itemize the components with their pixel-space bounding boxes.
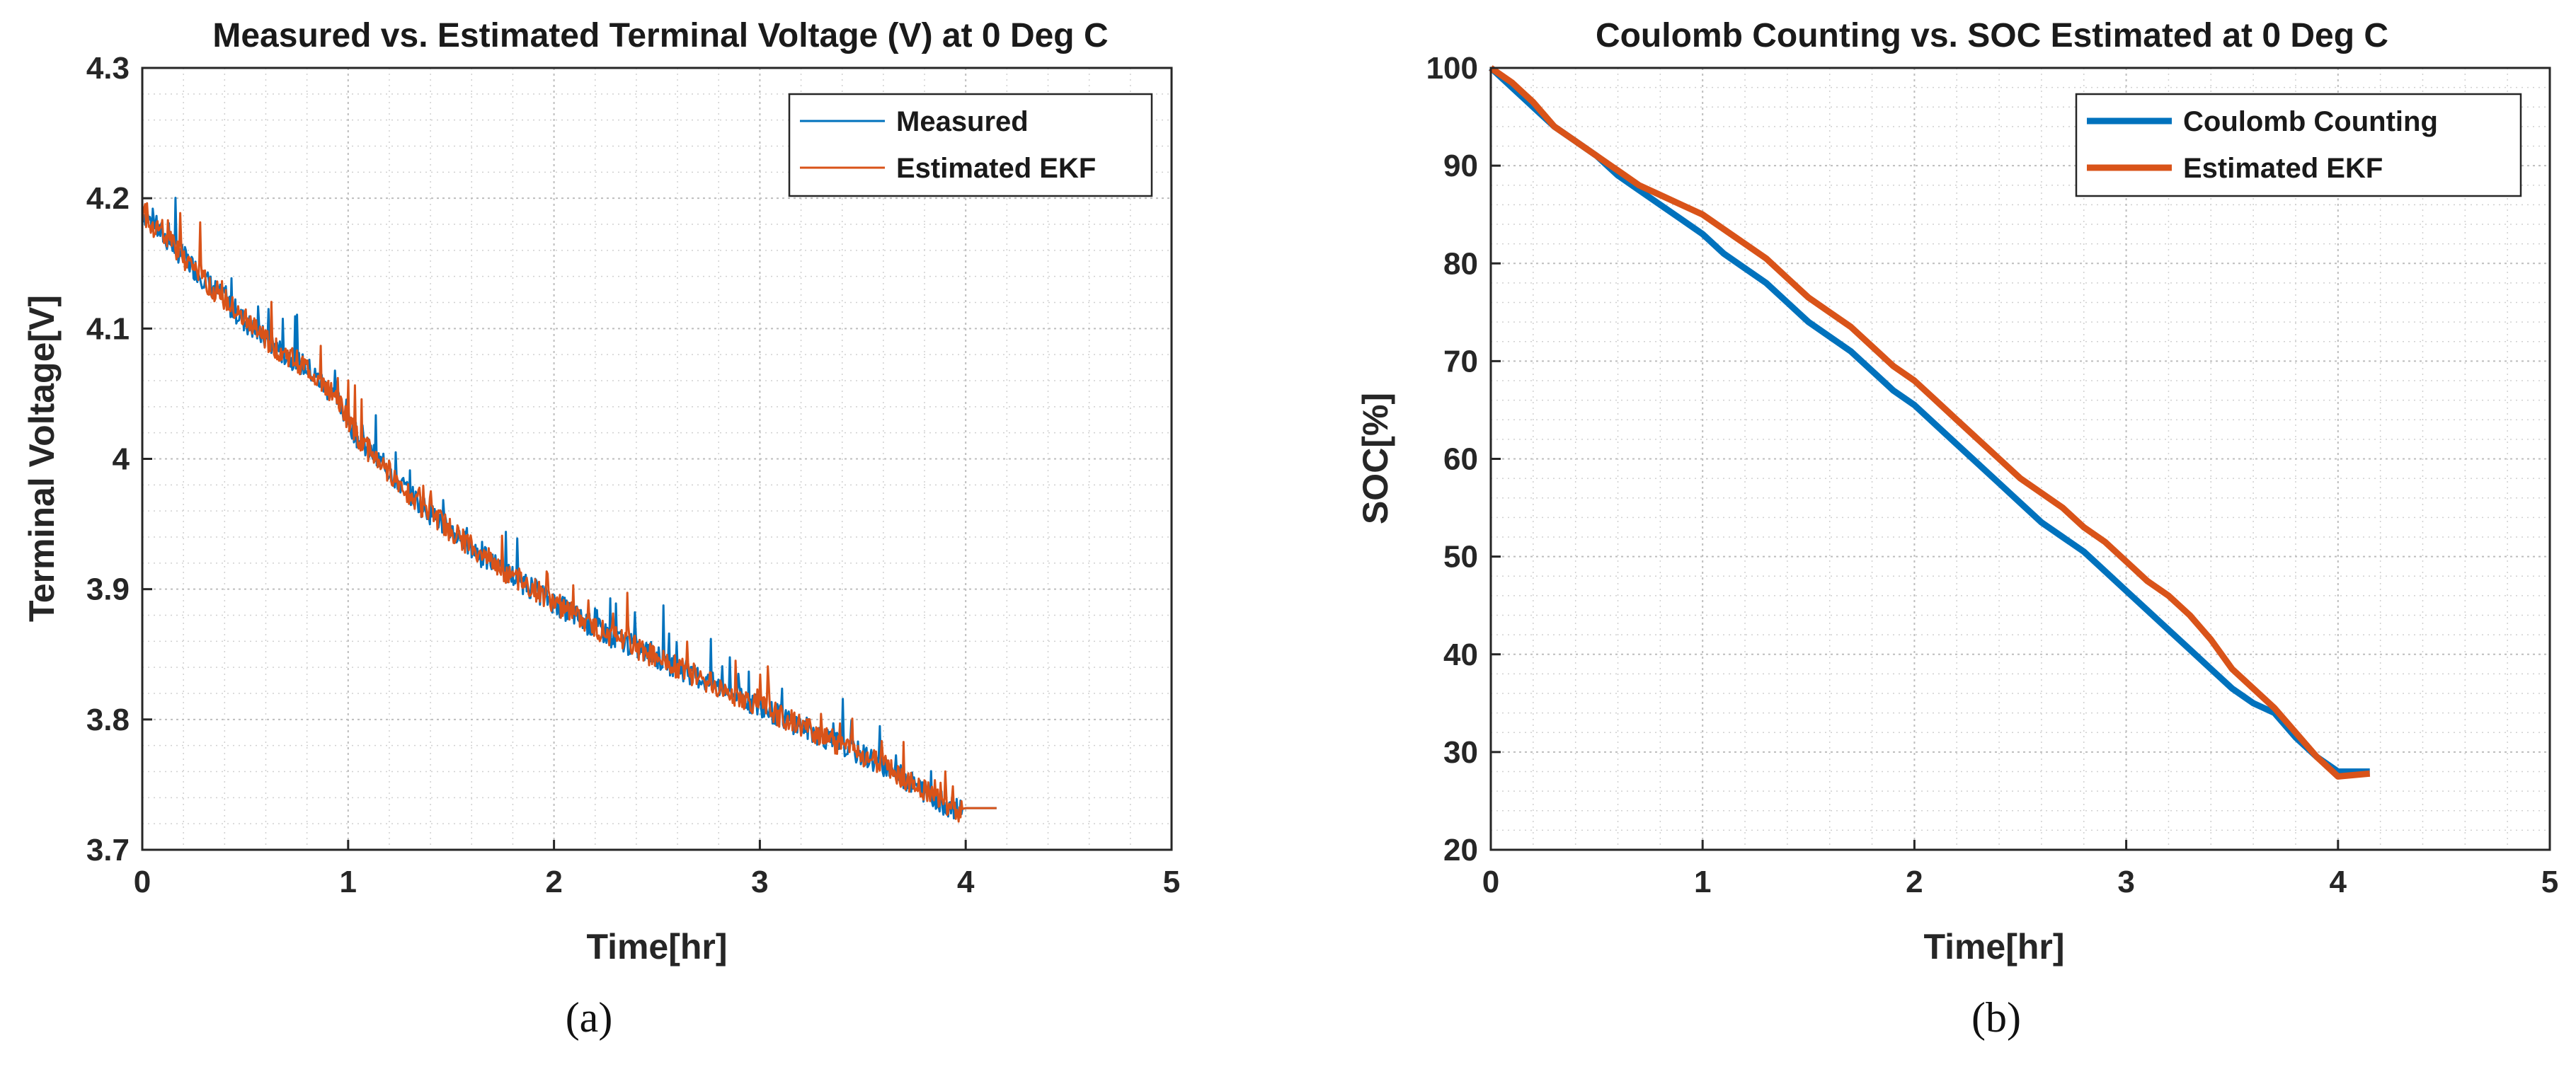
legend-box [2075, 93, 2522, 197]
y-tick-label: 60 [1443, 442, 1478, 477]
x-tick-label: 0 [134, 865, 151, 899]
x-tick-label: 3 [2117, 865, 2134, 899]
legend-box [788, 93, 1153, 197]
y-tick-label: 50 [1443, 540, 1478, 575]
y-tick-label: 3.8 [86, 703, 130, 737]
x-tick-label: 5 [1163, 865, 1180, 899]
chart-title: Measured vs. Estimated Terminal Voltage … [212, 17, 1108, 54]
y-tick-label: 4 [113, 442, 130, 477]
x-tick-label: 1 [1694, 865, 1711, 899]
x-tick-label: 4 [957, 865, 975, 899]
x-tick-label: 5 [2541, 865, 2558, 899]
y-tick-label: 40 [1443, 638, 1478, 672]
x-tick-label: 4 [2330, 865, 2347, 899]
series-line-estimated-ekf [141, 202, 997, 823]
x-tick-label: 2 [545, 865, 562, 899]
y-axis-label: SOC[%] [1356, 393, 1395, 524]
y-tick-label: 100 [1426, 51, 1478, 86]
y-tick-label: 70 [1443, 344, 1478, 379]
y-tick-label: 4.3 [86, 51, 130, 86]
legend: Coulomb Counting Estimated EKF [2075, 93, 2522, 197]
y-tick-label: 30 [1443, 735, 1478, 770]
x-axis-label: Time[hr] [586, 927, 727, 967]
caption: (a) [566, 994, 613, 1041]
series-line-estimated-ekf [1489, 65, 2371, 780]
y-tick-label: 4.1 [86, 311, 130, 346]
caption: (b) [1971, 994, 2021, 1041]
y-tick-label: 90 [1443, 149, 1478, 183]
y-tick-label: 3.9 [86, 572, 130, 607]
x-axis-label: Time[hr] [1923, 927, 2064, 967]
series-line-coulomb-counting [1488, 65, 2370, 775]
y-tick-label: 80 [1443, 246, 1478, 281]
x-tick-label: 3 [751, 865, 768, 899]
chart-panel-a: Measured vs. Estimated Terminal Voltage … [22, 17, 1180, 1041]
y-tick-label: 20 [1443, 833, 1478, 867]
x-tick-label: 0 [1482, 865, 1499, 899]
y-tick-label: 3.7 [86, 833, 130, 867]
y-tick-label: 4.2 [86, 181, 130, 216]
legend-label-estimated: Estimated EKF [896, 153, 1096, 184]
legend-label-measured: Measured [896, 106, 1029, 137]
legend-label-estimated: Estimated EKF [2183, 153, 2383, 184]
chart-title: Coulomb Counting vs. SOC Estimated at 0 … [1596, 17, 2388, 54]
legend-label-coulomb: Coulomb Counting [2183, 106, 2438, 137]
legend: Measured Estimated EKF [788, 93, 1153, 197]
y-axis-label: Terminal Voltage[V] [22, 295, 62, 622]
chart-panel-b: Coulomb Counting vs. SOC Estimated at 0 … [1356, 17, 2558, 1041]
x-tick-label: 2 [1906, 865, 1923, 899]
x-tick-label: 1 [340, 865, 357, 899]
